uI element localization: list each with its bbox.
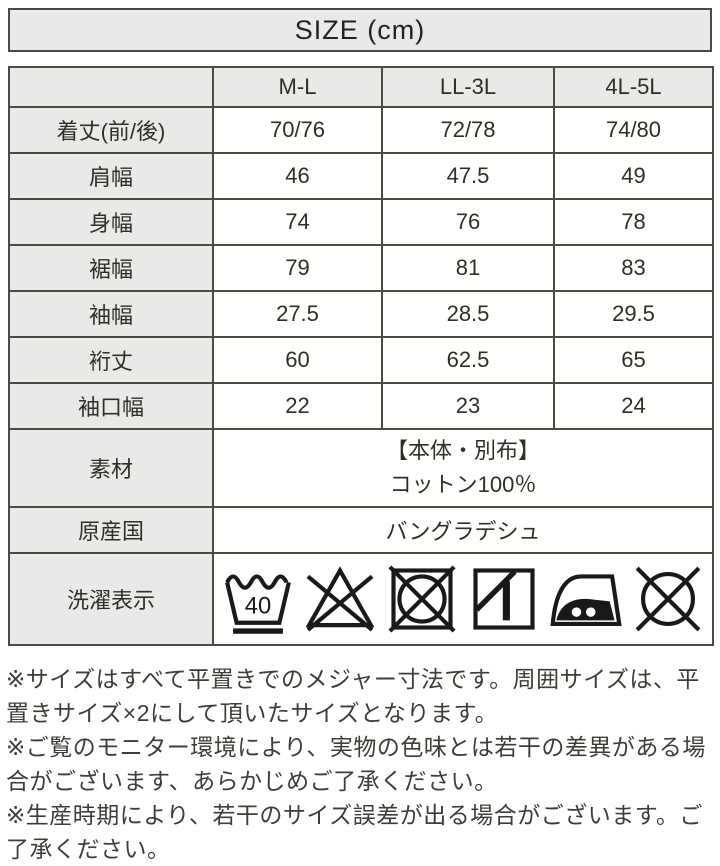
origin-row: 原産国 バングラデシュ bbox=[8, 506, 714, 554]
no-bleach-icon bbox=[302, 561, 378, 637]
size-value: 65 bbox=[553, 336, 714, 384]
column-header-4l5l: 4L-5L bbox=[553, 66, 714, 108]
row-label: 原産国 bbox=[8, 506, 214, 554]
row-label: 着丈(前/後) bbox=[8, 106, 214, 154]
size-value: 29.5 bbox=[553, 290, 714, 338]
size-chart-title: SIZE (cm) bbox=[8, 8, 712, 52]
no-dry-clean-icon bbox=[630, 561, 706, 637]
footnote-production-tolerance: ※生産時期により、若干のサイズ誤差が出る場合がございます。ご了承ください。 bbox=[6, 802, 703, 862]
size-value: 79 bbox=[212, 244, 383, 292]
line-dry-in-shade-icon bbox=[466, 561, 542, 637]
material-row: 素材 【本体・別布】 コットン100％ bbox=[8, 428, 714, 508]
no-tumble-dry-icon bbox=[384, 561, 460, 637]
origin-value: バングラデシュ bbox=[212, 506, 714, 554]
size-value: 60 bbox=[212, 336, 383, 384]
row-label: 身幅 bbox=[8, 198, 214, 246]
table-row: 袖幅 27.5 28.5 29.5 bbox=[8, 290, 714, 338]
size-value: 28.5 bbox=[381, 290, 555, 338]
footnotes: ※サイズはすべて平置きでのメジャー寸法です。周囲サイズは、平置きサイズ×2にして… bbox=[0, 662, 720, 866]
size-value: 78 bbox=[553, 198, 714, 246]
footnote-measurement: ※サイズはすべて平置きでのメジャー寸法です。周囲サイズは、平置きサイズ×2にして… bbox=[6, 666, 700, 726]
size-value: 62.5 bbox=[381, 336, 555, 384]
size-table: M-L LL-3L 4L-5L 着丈(前/後) 70/76 72/78 74/8… bbox=[8, 66, 714, 646]
size-value: 76 bbox=[381, 198, 555, 246]
row-label: 素材 bbox=[8, 428, 214, 508]
size-value: 70/76 bbox=[212, 106, 383, 154]
svg-text:40: 40 bbox=[245, 592, 271, 619]
material-line-2: コットン100％ bbox=[389, 472, 537, 497]
material-line-1: 【本体・別布】 bbox=[385, 438, 540, 463]
size-value: 46 bbox=[212, 152, 383, 200]
care-symbols-cell: 40 bbox=[212, 552, 714, 646]
row-label: 袖口幅 bbox=[8, 382, 214, 430]
size-value: 23 bbox=[381, 382, 555, 430]
care-symbols: 40 bbox=[214, 557, 712, 641]
header-empty-cell bbox=[8, 66, 214, 108]
iron-medium-icon bbox=[548, 561, 624, 637]
size-value: 74 bbox=[212, 198, 383, 246]
table-row: 肩幅 46 47.5 49 bbox=[8, 152, 714, 200]
size-value: 47.5 bbox=[381, 152, 555, 200]
row-label: 洗濯表示 bbox=[8, 552, 214, 646]
row-label: 袖幅 bbox=[8, 290, 214, 338]
size-value: 24 bbox=[553, 382, 714, 430]
size-chart-title-text: SIZE (cm) bbox=[294, 14, 426, 45]
table-row: 裾幅 79 81 83 bbox=[8, 244, 714, 292]
row-label: 裾幅 bbox=[8, 244, 214, 292]
size-value: 74/80 bbox=[553, 106, 714, 154]
table-row: 身幅 74 76 78 bbox=[8, 198, 714, 246]
size-value: 72/78 bbox=[381, 106, 555, 154]
footnote-monitor-color: ※ご覧のモニター環境により、実物の色味とは若干の差異がある場合がございます、あら… bbox=[6, 734, 706, 794]
row-label: 肩幅 bbox=[8, 152, 214, 200]
wash-40-gentle-icon: 40 bbox=[220, 561, 296, 637]
care-row: 洗濯表示 40 bbox=[8, 552, 714, 646]
table-row: 着丈(前/後) 70/76 72/78 74/80 bbox=[8, 106, 714, 154]
header-row: M-L LL-3L 4L-5L bbox=[8, 66, 714, 108]
size-value: 49 bbox=[553, 152, 714, 200]
table-row: 袖口幅 22 23 24 bbox=[8, 382, 714, 430]
material-value: 【本体・別布】 コットン100％ bbox=[212, 428, 714, 508]
size-value: 83 bbox=[553, 244, 714, 292]
size-value: 27.5 bbox=[212, 290, 383, 338]
row-label: 裄丈 bbox=[8, 336, 214, 384]
column-header-ll3l: LL-3L bbox=[381, 66, 555, 108]
size-value: 81 bbox=[381, 244, 555, 292]
size-value: 22 bbox=[212, 382, 383, 430]
table-row: 裄丈 60 62.5 65 bbox=[8, 336, 714, 384]
column-header-ml: M-L bbox=[212, 66, 383, 108]
